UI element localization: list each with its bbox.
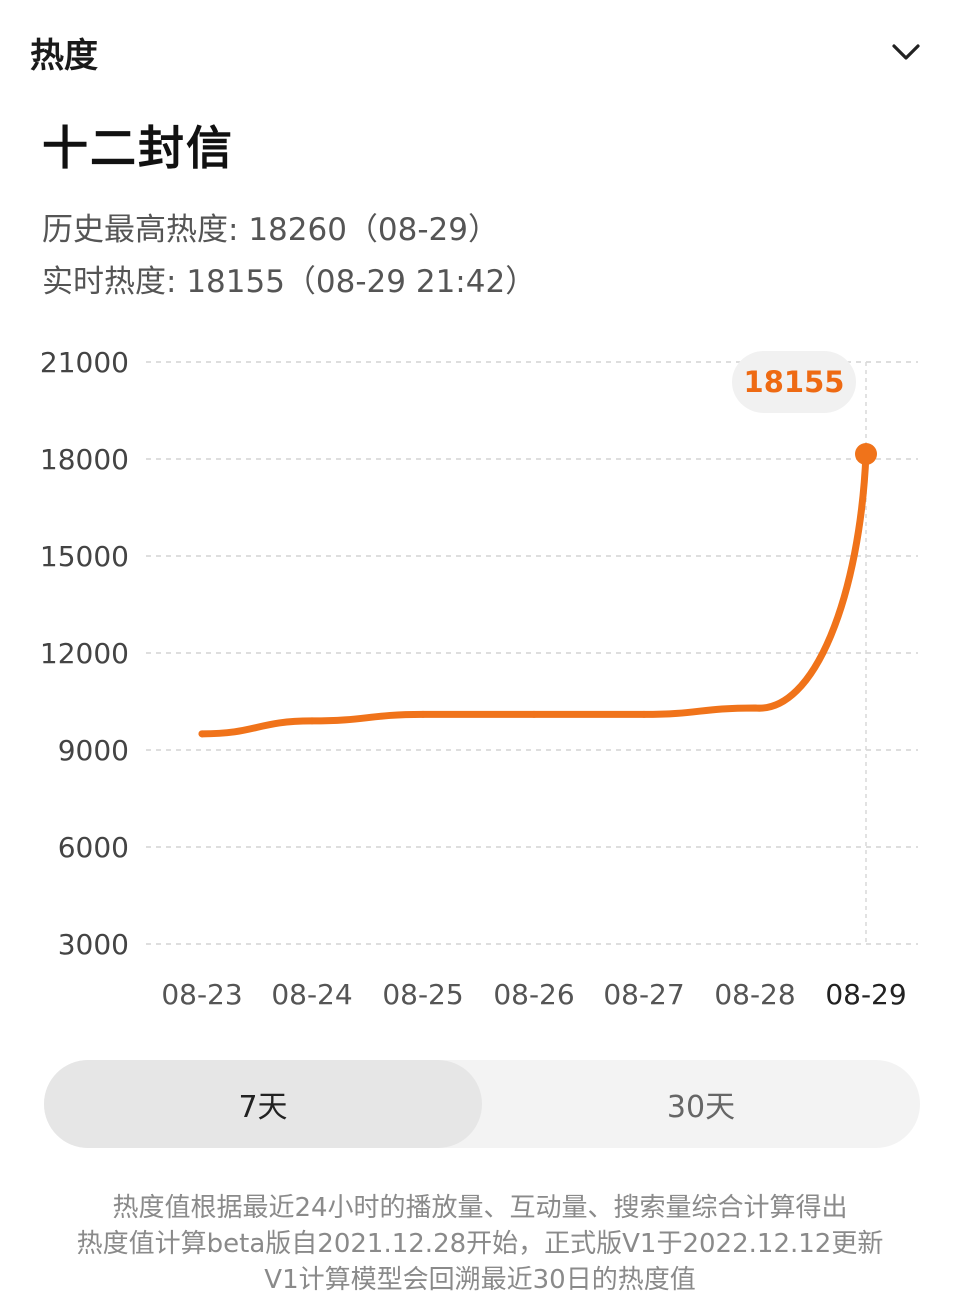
live-heat-value: 18155（08-29 21:42） — [186, 264, 537, 300]
live-heat-label: 实时热度: — [42, 264, 177, 300]
series-line — [198, 450, 870, 738]
range-tab-7d[interactable]: 7天 — [44, 1060, 482, 1148]
x-tick-label: 08-27 — [603, 978, 684, 1011]
panel-title: 热度 — [30, 36, 98, 76]
chevron-down-icon — [892, 44, 920, 60]
y-tick-label: 12000 — [40, 637, 129, 670]
chart-grid — [146, 361, 918, 945]
x-tick-label: 08-26 — [493, 978, 574, 1011]
live-heat-stat: 实时热度: 18155（08-29 21:42） — [42, 256, 536, 301]
peak-heat-stat: 历史最高热度: 18260（08-29） — [42, 204, 499, 249]
y-tick-label: 6000 — [58, 831, 129, 864]
value-bubble-label: 18155 — [744, 365, 845, 399]
value-bubble — [732, 350, 856, 413]
y-tick-label: 21000 — [40, 346, 129, 379]
series-point — [751, 704, 759, 712]
series-point — [419, 710, 427, 718]
range-switch: 7天 30天 — [44, 1060, 920, 1148]
x-tick-label: 08-28 — [714, 978, 795, 1011]
peak-heat-value: 18260（08-29） — [248, 212, 500, 248]
y-tick-label: 18000 — [40, 443, 129, 476]
y-tick-label: 15000 — [40, 540, 129, 573]
series-point — [198, 730, 206, 738]
y-tick-label: 9000 — [58, 734, 129, 767]
series-point — [530, 710, 538, 718]
x-tick-label: 08-24 — [271, 978, 352, 1011]
highlight-point — [855, 442, 877, 465]
range-tab-30d[interactable]: 30天 — [666, 1090, 736, 1125]
panel-header: 热度 — [0, 0, 960, 100]
footnote-line-3: V1计算模型会回溯最近30日的热度值 — [264, 1265, 696, 1295]
y-tick-label: 3000 — [58, 928, 129, 961]
footnote-line-1: 热度值根据最近24小时的播放量、互动量、搜索量综合计算得出 — [112, 1193, 848, 1223]
x-axis-ticks: 08-23 08-24 08-25 08-26 08-27 08-28 08-29 — [161, 978, 906, 1011]
topic-title: 十二封信 — [42, 121, 234, 175]
collapse-button[interactable] — [884, 32, 928, 72]
series-point — [640, 710, 648, 718]
x-tick-label: 08-25 — [382, 978, 463, 1011]
series-point — [308, 717, 316, 725]
peak-heat-label: 历史最高热度: — [42, 212, 239, 248]
x-tick-label: 08-29 — [825, 978, 906, 1011]
y-axis-ticks: 3000 6000 9000 12000 15000 18000 21000 — [40, 346, 129, 961]
series-points — [198, 450, 870, 738]
footnote-line-2: 热度值计算beta版自2021.12.28开始，正式版V1于2022.12.12… — [76, 1229, 884, 1259]
x-tick-label: 08-23 — [161, 978, 242, 1011]
footnote: 热度值根据最近24小时的播放量、互动量、搜索量综合计算得出 热度值计算beta版… — [0, 1190, 960, 1298]
